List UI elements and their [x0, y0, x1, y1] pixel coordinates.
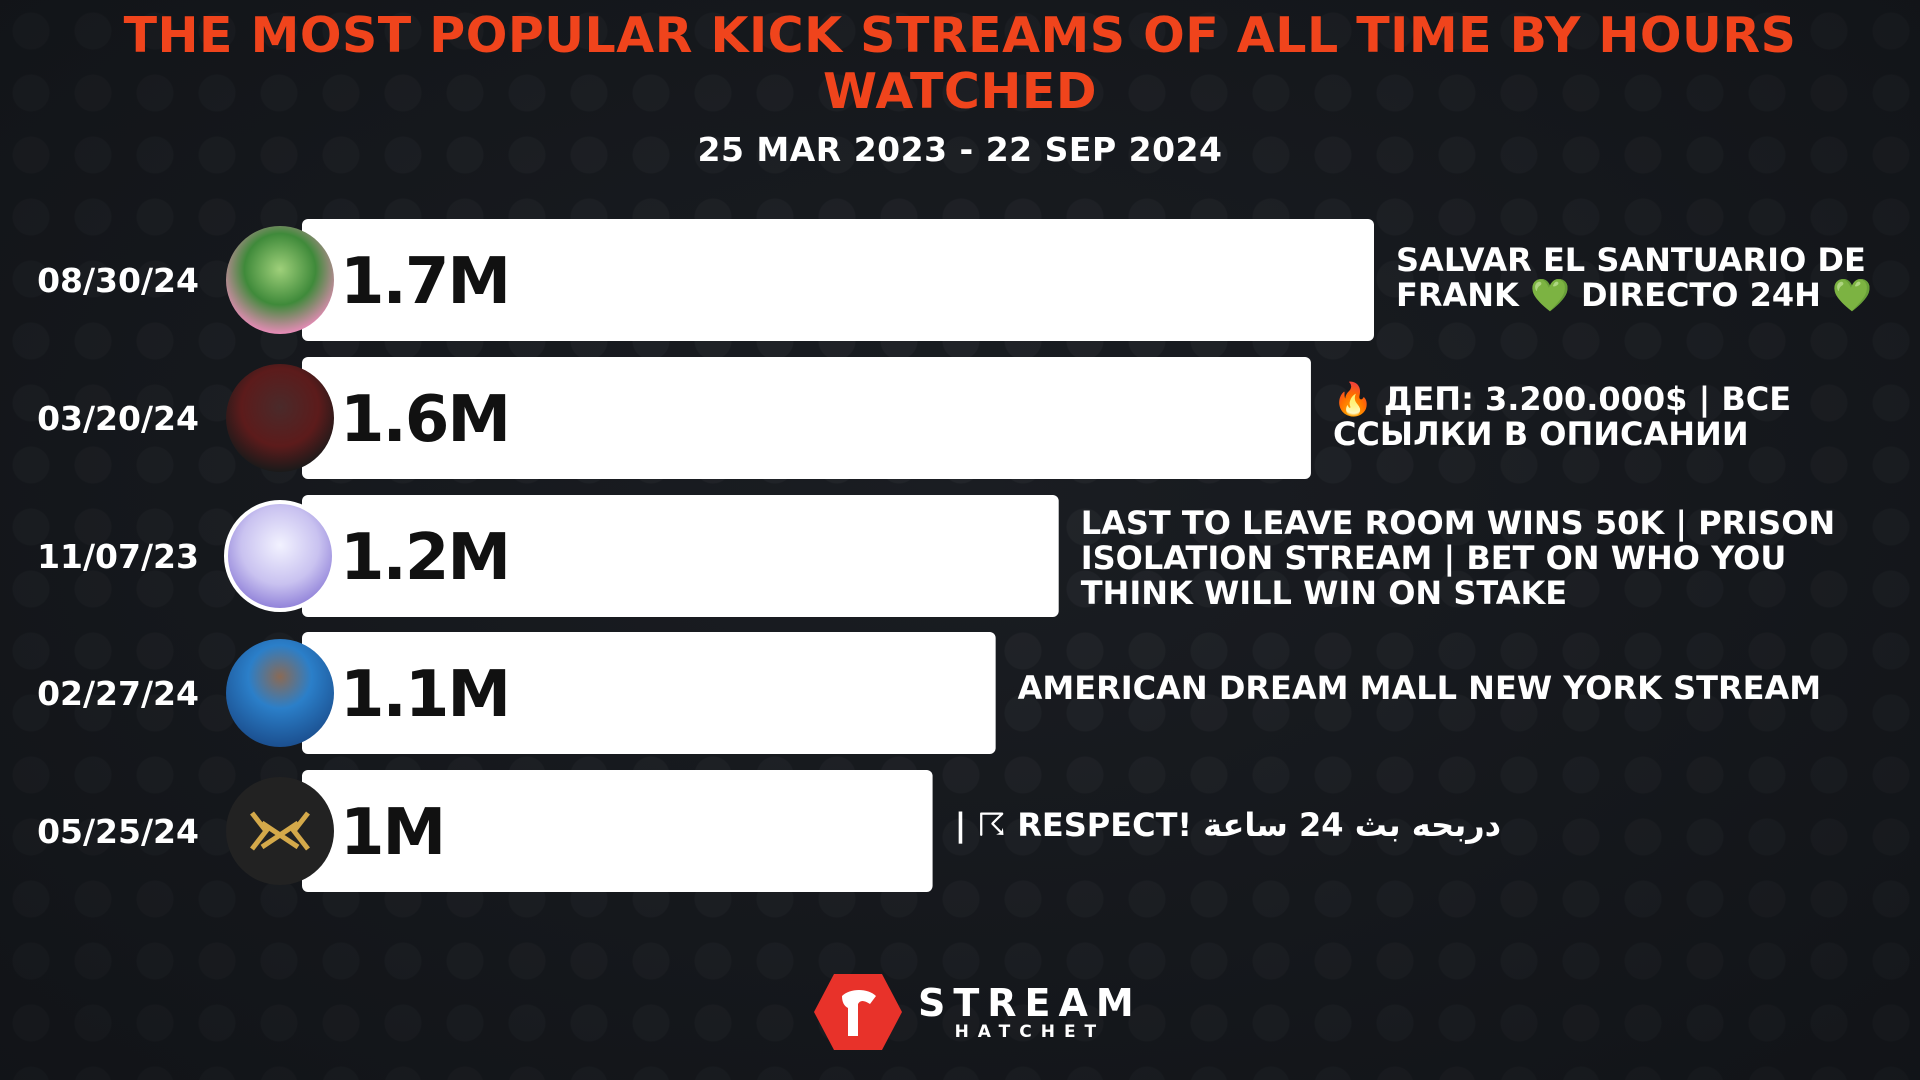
avatar-emblem-icon	[250, 811, 310, 851]
stream-title-0: SALVAR EL SANTUARIO DE FRANK 💚 DIRECTO 2…	[1396, 241, 1872, 314]
date-label-3: 02/27/24	[37, 674, 199, 713]
bar-1	[302, 357, 1311, 479]
stream-title-4: | ☈ RESPECT! دربحه بث 24 ساعة	[954, 806, 1502, 844]
bar-4	[302, 770, 933, 892]
stream-title-2: LAST TO LEAVE ROOM WINS 50K | PRISON ISO…	[1080, 504, 1836, 612]
chart-title: THE MOST POPULAR KICK STREAMS OF ALL TIM…	[123, 7, 1797, 120]
stream-title-3: AMERICAN DREAM MALL NEW YORK STREAM	[1017, 669, 1822, 707]
bar-3	[302, 632, 996, 754]
chart-subtitle: 25 MAR 2023 - 22 SEP 2024	[697, 130, 1223, 169]
date-label-4: 05/25/24	[37, 812, 199, 851]
bar-0	[302, 219, 1374, 341]
bar-2	[302, 495, 1059, 617]
date-label-0: 08/30/24	[37, 261, 199, 300]
chart-header: THE MOST POPULAR KICK STREAMS OF ALL TIM…	[0, 7, 1920, 170]
streamer-avatar-4	[226, 777, 334, 885]
stream-hatchet-logo: STREAM HATCHET	[812, 970, 1142, 1054]
value-label-1: 1.6M	[340, 383, 509, 457]
streamer-avatar-1	[226, 364, 334, 472]
stream-title-1: 🔥 ДЕП: 3.200.000$ | ВСЕ ССЫЛКИ В ОПИСАНИ…	[1332, 380, 1792, 453]
streamer-avatar-2	[224, 500, 336, 612]
streamer-avatar-3	[226, 639, 334, 747]
date-label-2: 11/07/23	[37, 537, 199, 576]
value-label-3: 1.1M	[340, 658, 509, 732]
value-label-2: 1.2M	[340, 521, 509, 595]
logo-word-hatchet: HATCHET	[954, 1022, 1106, 1042]
value-label-4: 1M	[340, 796, 444, 870]
value-label-0: 1.7M	[340, 245, 509, 319]
hatchet-logo-icon	[814, 974, 902, 1050]
logo-word-stream: STREAM	[918, 981, 1142, 1025]
date-label-1: 03/20/24	[37, 399, 199, 438]
streamer-avatar-0	[226, 226, 334, 334]
